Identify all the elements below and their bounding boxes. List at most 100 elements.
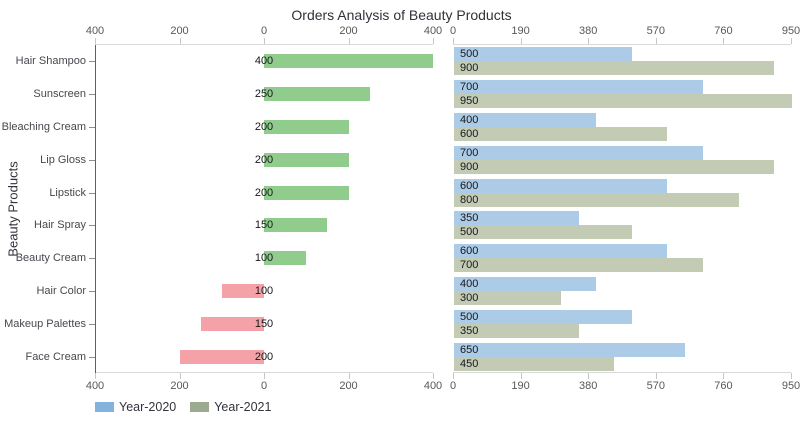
bar-value-label: 200	[254, 350, 274, 363]
year-2020-bar	[454, 211, 579, 226]
right-panel-top-tick	[453, 38, 454, 44]
left-panel-top-tick-label: 0	[260, 25, 268, 37]
left-panel-top-axis-line	[95, 44, 433, 45]
category-tick	[89, 94, 95, 96]
bar-value-label: 800	[460, 193, 479, 206]
category-tick	[89, 323, 95, 325]
right-panel-bottom-tick-label: 760	[714, 380, 733, 392]
year-2020-bar	[454, 342, 686, 357]
left-panel-top-tick-label: 400	[85, 25, 105, 37]
legend-swatch	[190, 402, 210, 412]
category-tick	[89, 127, 95, 128]
bar-value-label: 700	[460, 259, 479, 272]
category-label: Makeup Palettes	[4, 317, 86, 330]
legend-label: Year-2020	[119, 400, 177, 414]
bar-value-label: 250	[254, 88, 274, 101]
right-panel-top-axis-line	[453, 44, 791, 45]
category-label: Beauty Cream	[15, 252, 86, 265]
positive-bar	[264, 54, 433, 69]
right-panel-bottom-tick	[520, 373, 522, 379]
right-panel-bottom-tick-label: 950	[781, 380, 801, 392]
right-panel-bottom-tick-label: 380	[579, 380, 598, 392]
right-panel-bottom-tick	[655, 373, 657, 379]
bar-value-label: 950	[460, 95, 479, 108]
bar-value-label: 500	[460, 48, 479, 61]
legend-item-year-2020[interactable]: Year-2020	[95, 400, 176, 414]
category-tick	[89, 356, 95, 358]
right-panel-bottom-tick	[588, 373, 590, 379]
left-panel-bottom-tick-label: 200	[339, 380, 358, 392]
category-tick	[89, 192, 95, 194]
bar-value-label: 300	[460, 292, 479, 304]
right-panel-top-tick	[723, 38, 725, 44]
legend: Year-2020 Year-2021	[95, 400, 271, 414]
right-panel-bottom-tick-label: 190	[511, 380, 530, 392]
year-2021-bar	[454, 192, 739, 207]
right-panel-top-tick	[520, 38, 522, 44]
year-2020-bar	[454, 113, 597, 127]
category-label: Face Cream	[25, 350, 86, 363]
bar-value-label: 150	[254, 219, 274, 232]
bar-value-label: 200	[254, 121, 274, 133]
year-2021-bar	[454, 323, 579, 338]
bar-value-label: 450	[460, 357, 479, 370]
left-panel-bottom-tick	[433, 373, 434, 379]
category-label: Bleaching Cream	[1, 121, 86, 133]
left-panel-bottom-tick	[95, 373, 96, 379]
year-2020-bar	[454, 277, 597, 291]
positive-bar	[264, 251, 307, 266]
left-panel-top-tick	[433, 38, 434, 44]
bar-value-label: 350	[460, 324, 479, 337]
bar-value-label: 100	[254, 252, 274, 265]
right-panel-top-tick-label: 190	[511, 25, 530, 37]
left-panel-top-tick	[264, 38, 265, 44]
bar-value-label: 900	[460, 62, 479, 75]
right-panel-bottom-tick-label: 570	[646, 380, 665, 392]
left-panel-bottom-tick-label: 400	[85, 380, 105, 392]
left-panel-bottom-tick-label: 0	[260, 380, 268, 392]
positive-bar	[264, 152, 349, 167]
year-2020-bar	[454, 145, 704, 160]
positive-bar	[264, 120, 349, 134]
right-panel-top-tick-label: 0	[449, 25, 457, 37]
left-panel-bottom-tick-label: 200	[170, 380, 189, 392]
legend-label: Year-2021	[214, 400, 272, 414]
bar-value-label: 400	[460, 278, 479, 290]
category-label: Lipstick	[49, 186, 86, 199]
category-tick	[89, 225, 95, 227]
positive-bar	[264, 87, 370, 102]
left-panel-bottom-tick	[348, 373, 350, 379]
bar-value-label: 350	[460, 212, 479, 225]
year-2020-bar	[454, 178, 668, 193]
right-panel-top-tick	[655, 38, 657, 44]
positive-bar	[264, 218, 328, 233]
right-panel-top-tick-label: 570	[646, 25, 665, 37]
right-panel-top-tick-label: 760	[714, 25, 733, 37]
negative-bar	[179, 349, 264, 364]
category-tick	[89, 159, 95, 161]
bar-value-label: 200	[254, 186, 274, 199]
category-tick	[89, 61, 95, 63]
left-panel-bottom-axis-line	[95, 372, 433, 373]
right-panel-top-tick	[588, 38, 590, 44]
left-panel-bottom-tick-label: 400	[423, 380, 443, 392]
positive-bar	[264, 185, 349, 200]
bar-value-label: 600	[460, 128, 479, 140]
left-panel-bottom-tick	[264, 373, 265, 379]
category-label: Lip Gloss	[40, 153, 86, 166]
bar-value-label: 700	[460, 146, 479, 159]
right-panel-bottom-tick	[453, 373, 454, 379]
bar-value-label: 500	[460, 226, 479, 239]
year-2021-bar	[454, 127, 668, 141]
legend-item-year-2021[interactable]: Year-2021	[190, 400, 271, 414]
y-axis-line	[95, 45, 96, 373]
left-panel-top-tick-label: 200	[339, 25, 358, 37]
year-2021-bar	[454, 94, 792, 109]
right-panel-bottom-tick	[791, 373, 792, 379]
left-panel-top-tick-label: 400	[423, 25, 443, 37]
year-2020-bar	[454, 80, 704, 95]
bar-value-label: 600	[460, 179, 479, 192]
bar-value-label: 500	[460, 310, 479, 323]
right-panel-bottom-tick	[723, 373, 725, 379]
